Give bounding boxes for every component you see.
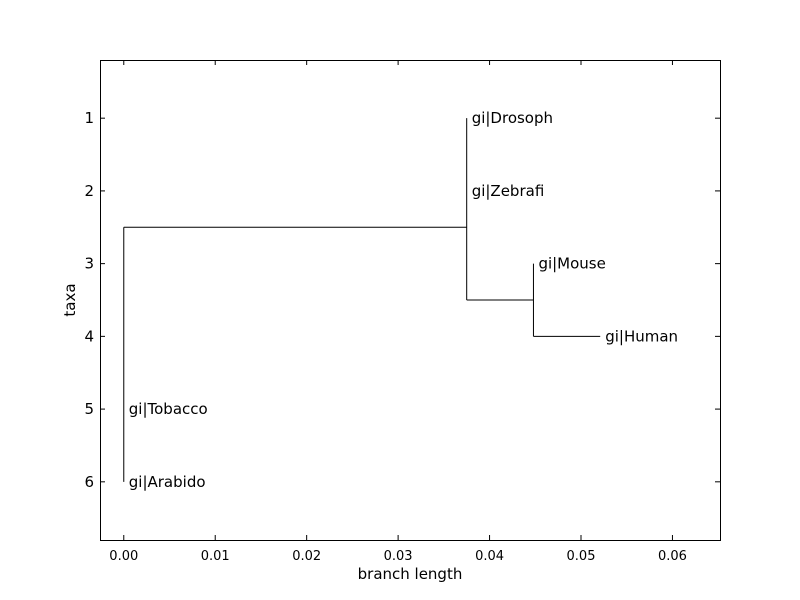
x-tick-label: 0.01 xyxy=(201,549,230,564)
taxon-label: gi|Zebrafi xyxy=(472,182,545,200)
x-axis-ticks: 0.00 0.01 0.02 0.03 0.04 0.05 0.06 xyxy=(109,60,687,564)
x-tick-label: 0.03 xyxy=(384,549,413,564)
plot-frame xyxy=(100,60,721,541)
y-tick-label: 4 xyxy=(84,327,94,345)
taxon-labels: gi|Drosoph gi|Zebrafi gi|Mouse gi|Human gi|T… xyxy=(129,109,678,491)
taxon-label: gi|Tobacco xyxy=(129,400,208,418)
y-tick-label: 5 xyxy=(84,400,94,418)
y-tick-label: 2 xyxy=(84,182,94,200)
taxon-label: gi|Human xyxy=(605,327,678,345)
x-tick-label: 0.06 xyxy=(658,549,687,564)
y-tick-label: 6 xyxy=(84,473,94,491)
taxon-label: gi|Mouse xyxy=(538,255,605,273)
x-tick-label: 0.00 xyxy=(109,549,138,564)
x-tick-label: 0.04 xyxy=(475,549,504,564)
x-axis-label: branch length xyxy=(358,565,463,583)
x-tick-label: 0.02 xyxy=(292,549,321,564)
y-tick-label: 1 xyxy=(84,109,94,127)
taxon-label: gi|Arabido xyxy=(129,473,206,491)
y-tick-label: 3 xyxy=(84,255,94,273)
y-axis-ticks: 1 2 3 4 5 6 xyxy=(84,109,720,491)
taxon-label: gi|Drosoph xyxy=(472,109,553,127)
x-tick-label: 0.05 xyxy=(567,549,596,564)
tree-branches xyxy=(123,118,601,482)
y-axis-label: taxa xyxy=(61,283,79,316)
